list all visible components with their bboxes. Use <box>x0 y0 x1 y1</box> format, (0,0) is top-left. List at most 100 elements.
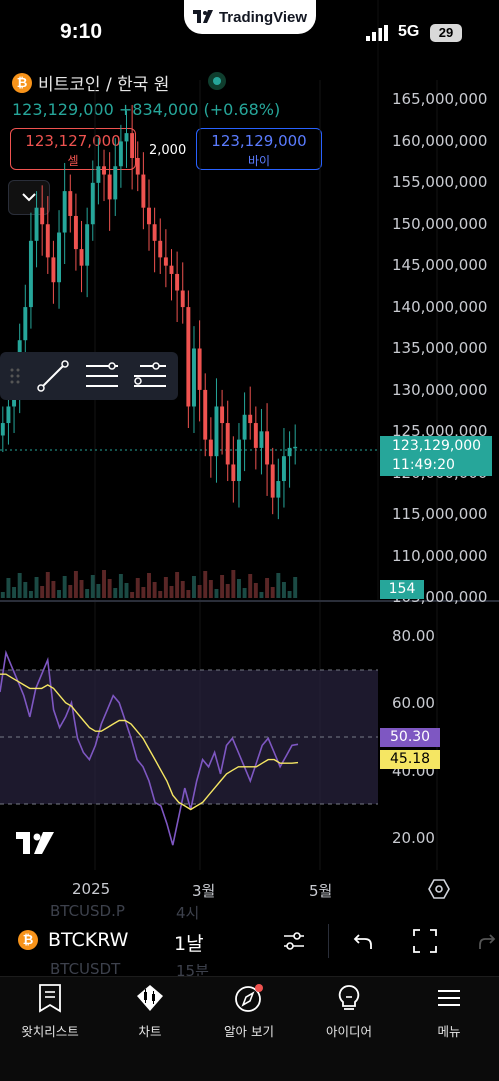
bottom-navigation: 왓치리스트 차트 알아 보기 아이디어 메뉴 <box>0 976 499 1081</box>
price-tick: 115,000,000 <box>392 505 488 523</box>
candle-body <box>197 348 202 390</box>
candle-body <box>113 166 118 200</box>
indicators-icon[interactable] <box>282 929 306 953</box>
nav-label-menu: 메뉴 <box>437 1024 461 1039</box>
volume-bar <box>225 584 230 598</box>
nav-label-explore: 알아 보기 <box>224 1024 274 1039</box>
volume-bar <box>57 590 62 598</box>
rsi-line <box>0 649 299 846</box>
buy-price: 123,129,000 <box>211 132 307 150</box>
nav-explore[interactable]: 알아 보기 <box>199 983 299 1040</box>
candle-body <box>34 207 39 241</box>
volume-bar <box>28 591 33 598</box>
battery-icon: 29 <box>430 24 462 42</box>
nav-label-ideas: 아이디어 <box>325 1024 372 1039</box>
ghost-symbol-bottom: BTCUSDT <box>50 960 121 978</box>
candle-body <box>192 348 196 407</box>
candle-body <box>73 215 78 250</box>
candle-body <box>293 446 298 449</box>
volume-bar <box>113 588 118 598</box>
volume-bar <box>23 582 28 598</box>
candle-body <box>68 191 73 216</box>
volume-bar <box>163 577 168 598</box>
candle-body <box>169 265 174 274</box>
candle-body <box>62 191 67 233</box>
candle-body <box>186 307 191 407</box>
candle-body <box>96 166 101 183</box>
nav-label-chart: 차트 <box>138 1024 162 1039</box>
symbol-selector[interactable]: BTCKRW <box>48 929 129 951</box>
redo-icon[interactable] <box>478 931 499 951</box>
candle-body <box>225 423 230 465</box>
price-tick: 150,000,000 <box>392 214 488 233</box>
volume-bar <box>192 576 196 598</box>
candle-body <box>163 257 168 266</box>
trend-line-icon[interactable] <box>36 359 70 393</box>
rsi-value-tag: 50.30 <box>380 728 440 747</box>
nav-menu[interactable]: 메뉴 <box>399 983 499 1040</box>
candle-body <box>220 406 225 424</box>
chevron-down-icon <box>22 193 36 202</box>
sell-label: 셀 <box>67 154 79 168</box>
price-chart[interactable] <box>0 0 499 910</box>
candle-body <box>242 414 247 440</box>
candle-body <box>281 456 286 482</box>
volume-bar <box>107 579 112 598</box>
volume-bar <box>253 583 258 598</box>
volume-bar <box>276 573 281 598</box>
ghost-interval-top: 4시 <box>176 904 200 922</box>
bitcoin-icon: ₿ <box>12 72 32 93</box>
symbol-header[interactable]: ₿ 비트코인 / 한국 원 <box>12 70 169 95</box>
ghost-interval-bottom: 15분 <box>176 962 209 980</box>
status-time: 9:10 <box>60 20 103 43</box>
time-tick-mar: 3월 <box>192 882 216 900</box>
candle-body <box>135 157 140 175</box>
drag-handle-icon[interactable] <box>8 366 22 386</box>
candle-body <box>107 174 112 200</box>
price-tick: 155,000,000 <box>392 173 488 191</box>
rsi-ma-line <box>0 673 299 811</box>
volume-bar <box>231 570 236 598</box>
time-tick-2025: 2025 <box>72 880 111 898</box>
volume-bar <box>281 582 286 598</box>
chart-settings-icon[interactable] <box>428 878 450 900</box>
watchlist-icon <box>39 984 61 1013</box>
nav-ideas[interactable]: 아이디어 <box>299 983 399 1040</box>
buy-label: 바이 <box>247 154 271 168</box>
volume-tag: 154 <box>380 580 424 599</box>
candle-body <box>147 207 151 225</box>
last-price-tag: 123,129,000 11:49:20 <box>380 436 492 476</box>
volume-bar <box>68 585 73 598</box>
volume-bar <box>45 572 50 598</box>
horizontal-lines-icon[interactable] <box>84 361 120 391</box>
interval-selector[interactable]: 1날 <box>174 933 204 955</box>
candle-body <box>287 447 292 457</box>
undo-icon[interactable] <box>352 931 374 951</box>
candle-body <box>231 464 236 482</box>
nav-chart[interactable]: 차트 <box>100 983 200 1040</box>
rsi-tick-60: 60.00 <box>392 694 435 712</box>
tradingview-label: TradingView <box>218 8 308 26</box>
sell-button[interactable]: 123,127,000 셀 <box>10 128 136 170</box>
candle-body <box>28 240 33 308</box>
volume-bar <box>118 574 123 598</box>
volume-bar <box>0 592 5 598</box>
candle-body <box>130 133 135 158</box>
candle-body <box>236 439 241 482</box>
price-change-line: 123,129,000 +834,000 (+0.68%) <box>12 100 281 119</box>
volume-bar <box>124 583 129 598</box>
volume-bar <box>242 588 247 598</box>
candle-body <box>259 431 264 448</box>
nav-watchlist[interactable]: 왓치리스트 <box>0 983 100 1040</box>
fib-retracement-icon[interactable] <box>132 361 168 391</box>
tradingview-pill[interactable]: TradingView <box>184 0 316 34</box>
rsi-tick-20: 20.00 <box>392 829 435 847</box>
fullscreen-icon[interactable] <box>412 928 438 954</box>
buy-button[interactable]: 123,129,000 바이 <box>196 128 322 170</box>
tradingview-watermark-icon <box>16 832 54 854</box>
drawing-toolbar[interactable] <box>0 352 178 400</box>
volume-bar <box>102 570 106 598</box>
candle-body <box>208 439 213 457</box>
volume-bar <box>90 575 95 598</box>
volume-bar <box>259 592 264 598</box>
